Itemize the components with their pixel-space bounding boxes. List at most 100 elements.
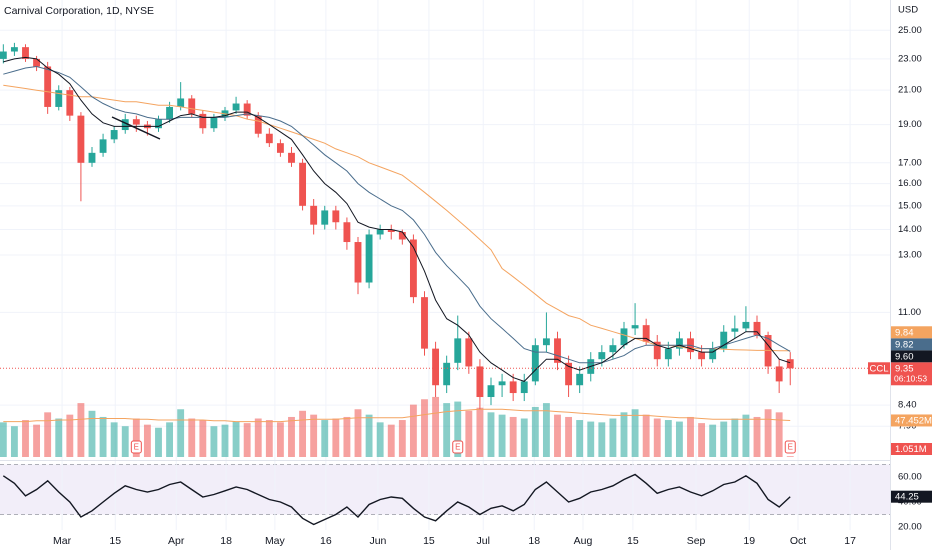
volume-bar (132, 418, 140, 457)
candle-body (166, 106, 174, 120)
volume-bar (387, 424, 395, 457)
volume-bar (188, 418, 196, 457)
volume-bar (254, 418, 262, 457)
volume-bar (520, 418, 528, 457)
x-tick-label: 17 (844, 535, 856, 547)
volume-bar (709, 424, 717, 457)
volume-bar (443, 403, 451, 457)
moving-average-line (3, 65, 791, 364)
volume-bar (409, 404, 417, 457)
x-tick-label: 15 (109, 535, 121, 547)
x-tick-label: Apr (168, 535, 185, 547)
x-tick-label: 15 (627, 535, 639, 547)
x-tick-label: 19 (743, 535, 755, 547)
volume-bar (343, 416, 351, 457)
volume-bar (332, 418, 340, 457)
volume-bar (276, 422, 284, 457)
volume-bar (321, 420, 329, 457)
candle-body (121, 119, 129, 131)
symbol-tag: CCL (869, 363, 888, 374)
candle-body (99, 139, 107, 153)
candle-body (675, 338, 683, 349)
volume-bar (675, 421, 683, 457)
volume-bar (487, 412, 495, 457)
y-tick-label: 23.00 (898, 53, 922, 64)
candle-body (642, 325, 650, 342)
candle-body (465, 338, 473, 367)
x-tick-label: Sep (687, 535, 706, 547)
candle-body (332, 210, 340, 223)
volume-bar (232, 421, 240, 457)
candle-body (22, 47, 29, 59)
event-marker (784, 440, 796, 454)
volume-bar (221, 424, 229, 457)
candle-body (66, 90, 74, 116)
volume-bar (354, 409, 362, 457)
y-tick-label: 8.40 (898, 400, 917, 411)
volume-bar (576, 420, 584, 457)
candle-body (454, 338, 462, 363)
x-tick-label: Oct (790, 535, 806, 547)
candle-body (487, 385, 495, 398)
candle-body (653, 341, 661, 360)
volume-bar (0, 422, 7, 457)
candle-body (542, 338, 550, 346)
volume-bar (598, 422, 606, 457)
rsi-tag: 44.25 (895, 492, 919, 503)
rsi-tick-label: 20.00 (898, 522, 922, 533)
price-axis (890, 0, 932, 550)
volume-bar (243, 423, 251, 457)
x-tick-label: Aug (574, 535, 593, 547)
candle-body (55, 90, 63, 107)
candle-body (310, 205, 318, 225)
event-marker (452, 440, 464, 454)
candle-body (177, 98, 185, 107)
candle-body (554, 338, 561, 363)
volume-bar (753, 416, 761, 457)
candle-body (443, 362, 451, 386)
candle-body (321, 210, 329, 225)
volume-bar (742, 414, 750, 457)
candle-body (775, 366, 783, 382)
volume-bar (542, 403, 550, 457)
volume-bar (531, 406, 539, 457)
candle-body (365, 234, 373, 283)
volume-bar (565, 416, 573, 457)
candle-body (243, 103, 251, 116)
volume-bar (609, 418, 617, 457)
ma-tag-bg (891, 350, 932, 363)
trend-line-drawing (111, 116, 161, 140)
candle-body (210, 117, 218, 129)
candle-body (254, 115, 262, 134)
volume-bar (476, 407, 484, 457)
x-tick-label: 15 (423, 535, 435, 547)
candle-body (288, 152, 295, 163)
candle-body (576, 373, 584, 386)
x-tick-label: 18 (220, 535, 232, 547)
rsi-tick-label: 60.00 (898, 472, 922, 483)
volume-tag: 1.051M (895, 444, 927, 455)
volume-bar (554, 414, 561, 457)
event-label: E (788, 443, 793, 452)
candle-body (276, 143, 284, 153)
volume-bar (421, 399, 428, 457)
volume-ma-line (3, 408, 791, 423)
volume-bar (143, 424, 151, 457)
ma-tag: 9.60 (895, 351, 914, 362)
volume-bar (210, 426, 218, 457)
volume-bar (786, 456, 794, 457)
candle-body (609, 345, 617, 353)
volume-bar (720, 421, 728, 457)
y-tick-label: 17.00 (898, 157, 922, 168)
volume-bar (99, 416, 107, 457)
volume-bar (653, 418, 661, 457)
volume-ma-tag: 47.452M (895, 415, 932, 426)
y-tick-label: 16.00 (898, 178, 922, 189)
y-tick-label: 13.00 (898, 250, 922, 261)
candle-body (354, 242, 362, 283)
volume-bar (177, 409, 185, 457)
volume-bar (376, 422, 384, 457)
overlay: 25.00 23.00 21.00 19.00 17.00 16.00 15.00 14.00… (53, 25, 932, 547)
candle-body (409, 239, 417, 298)
